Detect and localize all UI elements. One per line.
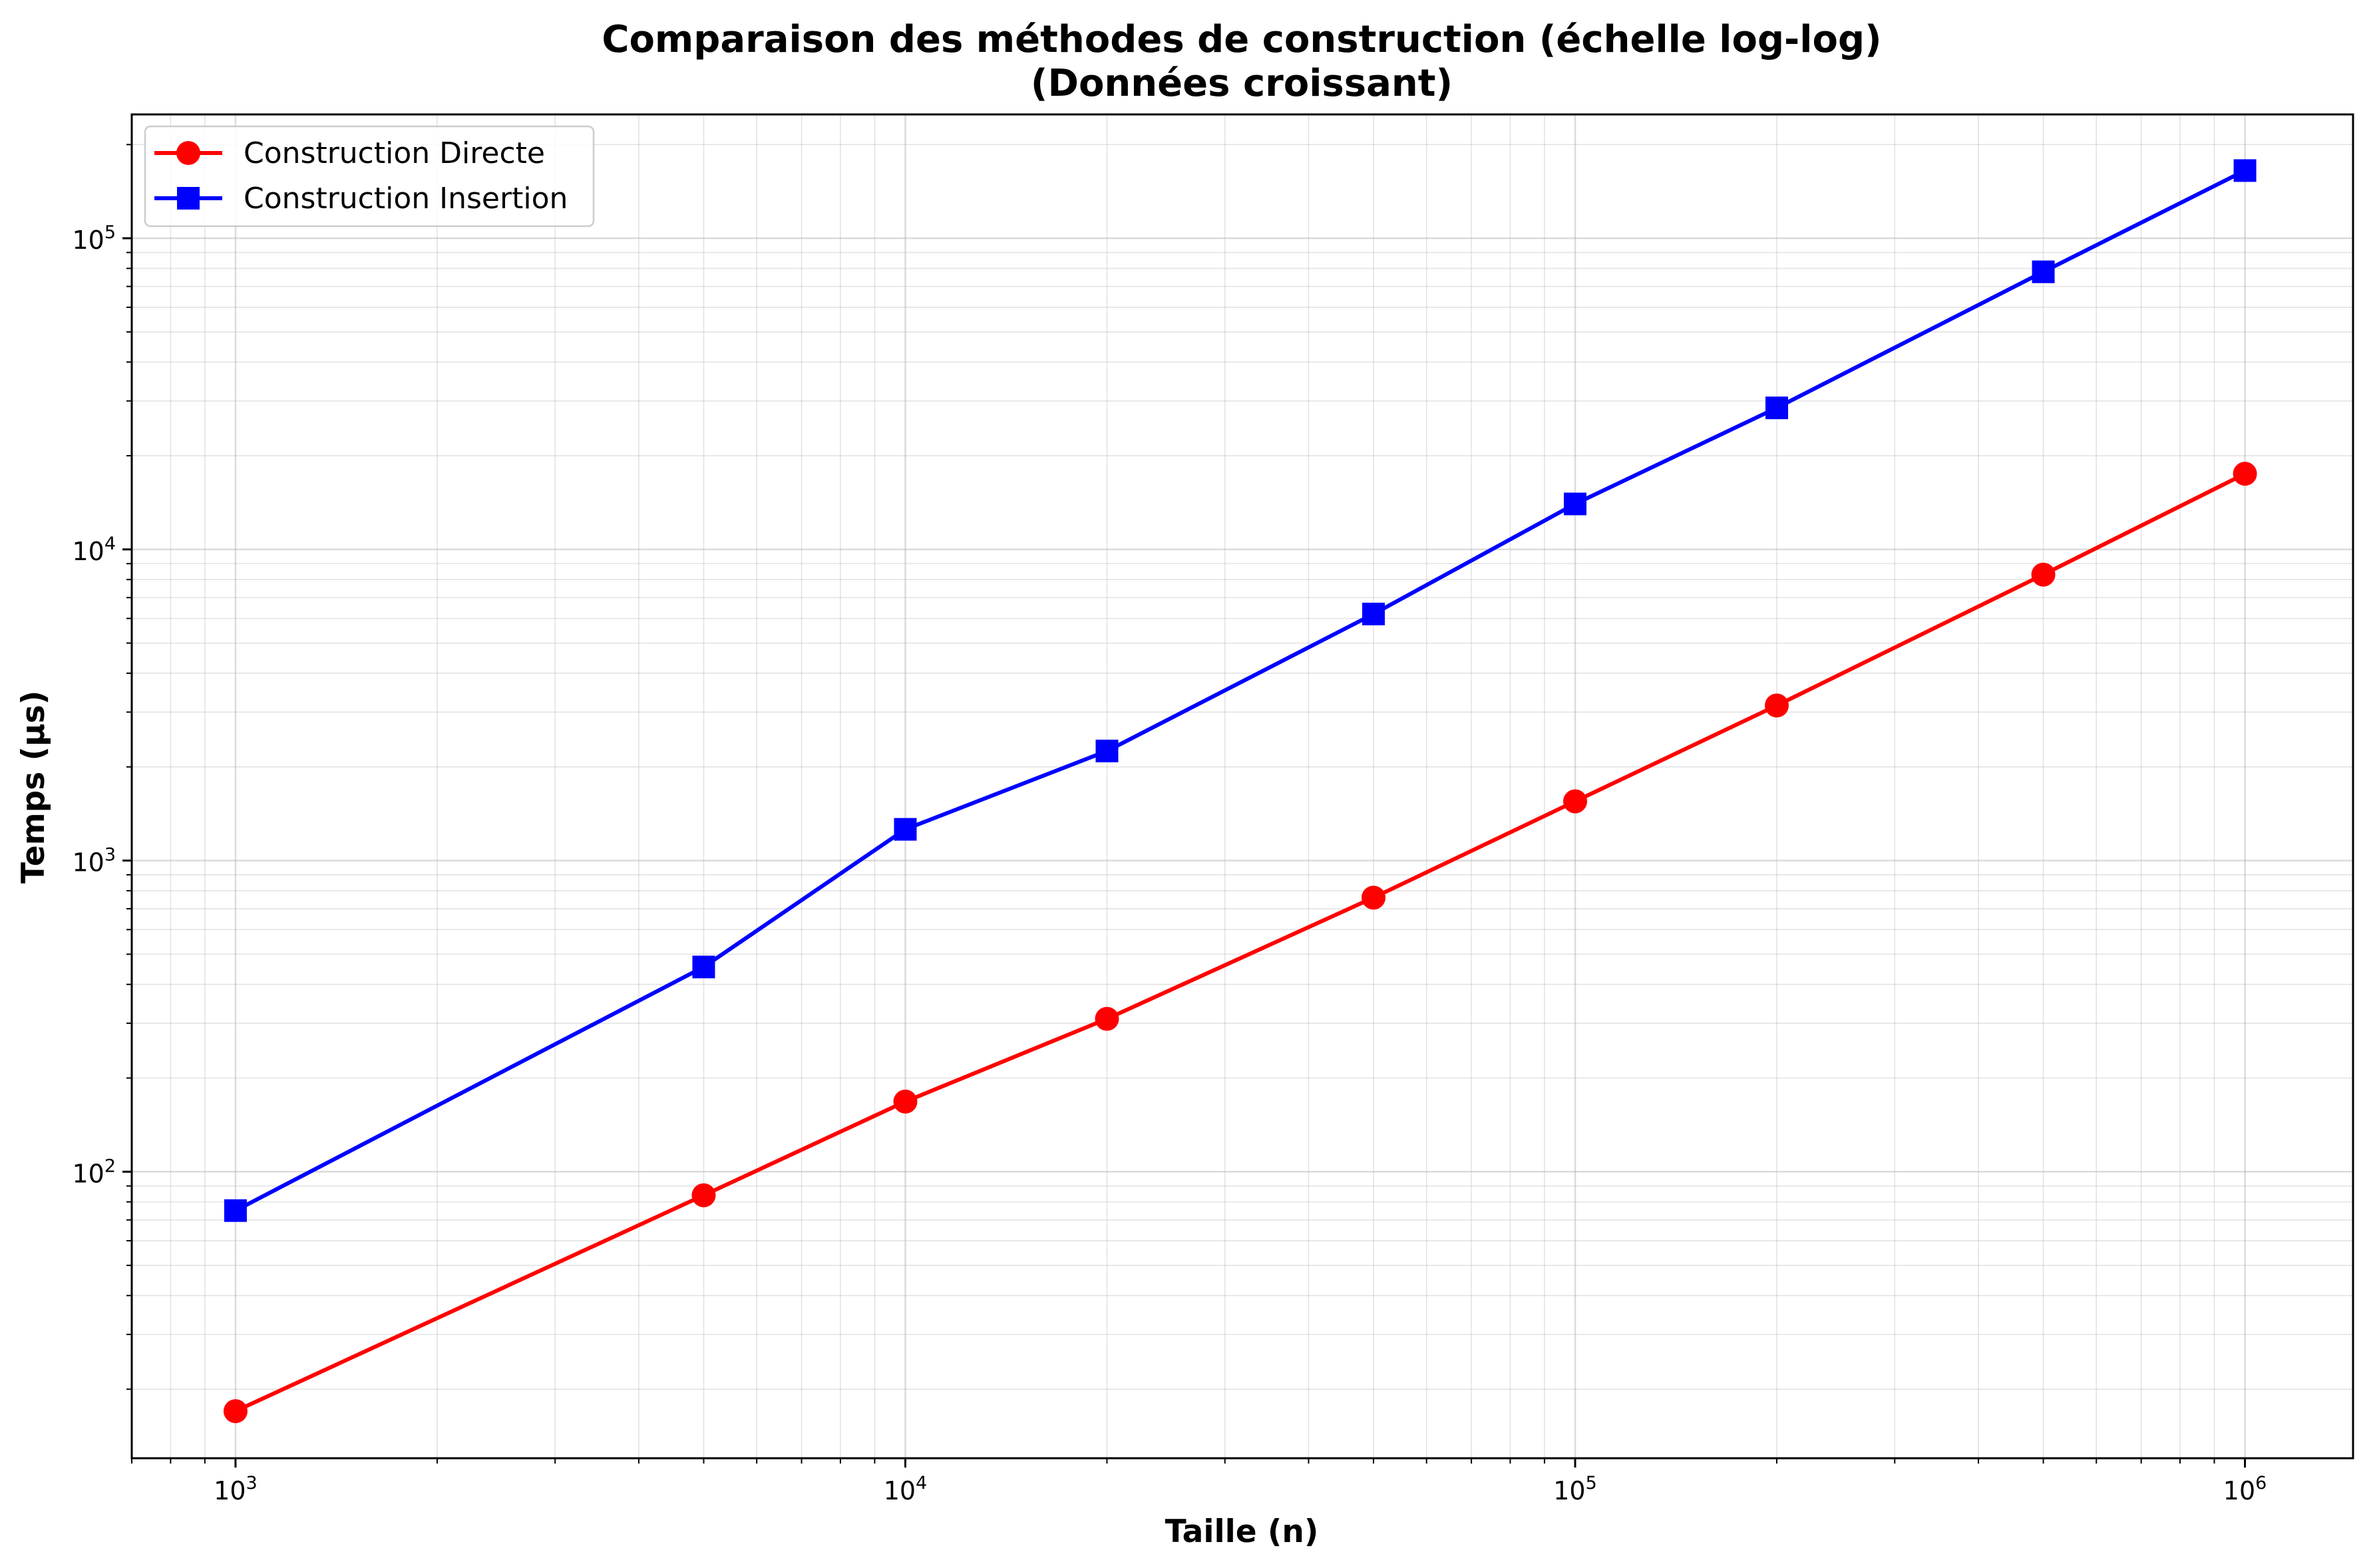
- series-group: [223, 462, 2257, 1424]
- series-group: [224, 159, 2257, 1222]
- data-point: [1362, 885, 1386, 910]
- data-point: [2233, 462, 2257, 486]
- data-point: [893, 1089, 918, 1114]
- grid-lines: [131, 114, 2353, 1458]
- chart-title: Comparaison des méthodes de construction…: [602, 18, 1881, 61]
- data-point: [1765, 396, 1789, 420]
- data-point: [1563, 789, 1588, 814]
- chart-subtitle: (Données croissant): [1031, 62, 1453, 105]
- data-point: [224, 1199, 247, 1222]
- data-point: [1362, 602, 1385, 625]
- legend-label: Construction Insertion: [244, 182, 568, 216]
- x-axis-label: Taille (n): [1165, 1513, 1319, 1550]
- data-point: [692, 955, 715, 979]
- plot-area-frame: [130, 113, 2354, 1460]
- data-point: [1564, 492, 1587, 516]
- data-point: [894, 818, 917, 841]
- x-tick-label: 104: [884, 1473, 928, 1505]
- legend-marker: [176, 141, 200, 165]
- data-point: [2031, 562, 2056, 587]
- data-point: [2233, 159, 2257, 182]
- data-point: [223, 1399, 248, 1424]
- data-point: [1095, 739, 1119, 762]
- legend-marker: [177, 187, 200, 210]
- data-point: [2032, 260, 2055, 283]
- data-point: [1095, 1007, 1119, 1031]
- legend-label: Construction Directe: [244, 136, 545, 170]
- legend: Construction Directe Construction Inserti…: [144, 125, 595, 228]
- y-axis-label: Temps (µs): [15, 691, 52, 883]
- data-point: [1765, 693, 1789, 718]
- plot-series: [223, 159, 2257, 1424]
- data-point: [691, 1183, 716, 1207]
- y-tick-label: 102: [72, 1156, 116, 1188]
- legend-box: [144, 125, 595, 228]
